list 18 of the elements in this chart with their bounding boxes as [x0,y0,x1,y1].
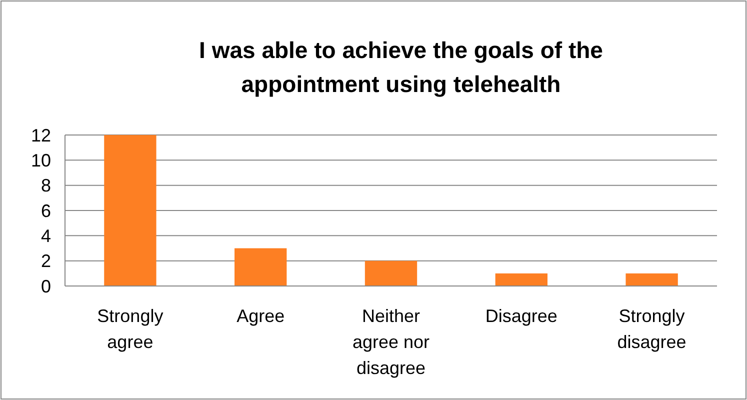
y-tick-label: 12 [30,125,51,146]
y-tick-label: 10 [30,150,51,170]
bar [626,273,678,286]
bar [104,135,156,286]
bar [364,260,418,286]
x-tick-label: Strongly agree [97,306,164,352]
y-tick-label: 2 [40,251,51,272]
y-tick-label: 4 [40,226,51,246]
y-tick-label: 6 [40,200,51,221]
bar [495,273,548,286]
chart-title: I was able to achieve the goals of the appointment using telehealth [199,37,603,97]
bar [234,248,287,286]
x-tick-label: Strongly disagree [617,306,686,352]
y-tick-label: 8 [40,176,51,196]
x-tick-label: Agree [236,306,285,326]
x-tick-label: Neither agree nor disagree [352,306,430,378]
x-tick-label: Disagree [485,306,558,326]
y-tick-label: 0 [40,276,51,296]
